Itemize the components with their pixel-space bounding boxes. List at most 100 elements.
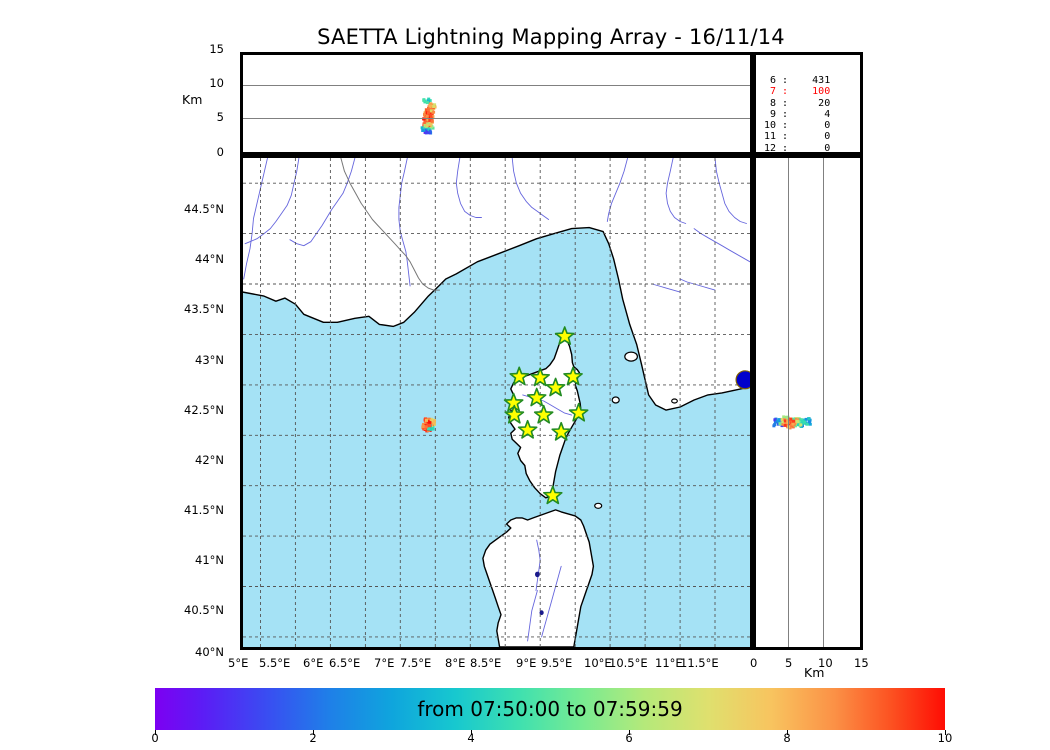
station-marker bbox=[568, 402, 589, 422]
colorbar-tick bbox=[471, 730, 472, 735]
lightning-source-point bbox=[424, 418, 428, 422]
altitude-vs-latitude-panel bbox=[753, 155, 863, 650]
gridline-alt-10 bbox=[243, 85, 750, 86]
lightning-source-point bbox=[425, 130, 429, 134]
colorbar-tick bbox=[945, 730, 946, 735]
lon-tick-8-5: 8.5°E bbox=[470, 656, 502, 670]
gridline-km-10 bbox=[823, 158, 824, 647]
right-km-tick-10: 10 bbox=[818, 656, 833, 670]
lightning-source-point bbox=[430, 125, 434, 129]
lightning-source-point bbox=[431, 421, 436, 425]
reference-point-marker bbox=[735, 370, 750, 390]
lat-tick-43-5: 43.5°N bbox=[184, 302, 224, 316]
lon-tick-7: 7°E bbox=[374, 656, 395, 670]
station-marker bbox=[554, 326, 575, 345]
lightning-source-point bbox=[791, 419, 795, 423]
lat-tick-40-5: 40.5°N bbox=[184, 603, 224, 617]
lightning-source-point bbox=[431, 126, 435, 130]
station-count-row: 6 : 431 bbox=[764, 75, 831, 86]
lightning-source-point bbox=[799, 420, 803, 424]
alt-tick-15: 15 bbox=[209, 42, 224, 56]
colorbar-tick-label: 4 bbox=[467, 731, 475, 745]
lightning-source-point bbox=[430, 119, 434, 123]
right-km-axis-label: Km bbox=[804, 665, 825, 680]
lightning-source-point bbox=[773, 420, 777, 423]
alt-tick-10: 10 bbox=[209, 76, 224, 90]
lightning-source-point bbox=[427, 108, 431, 112]
lightning-source-point bbox=[781, 422, 785, 426]
lightning-source-point bbox=[422, 422, 426, 427]
lightning-source-point bbox=[427, 128, 431, 131]
station-marker bbox=[530, 367, 550, 387]
station-count-table: 6 : 431 7 : 100 8 : 20 9 : 4 10 : 0 11 : 0… bbox=[764, 75, 831, 154]
altitude-axis-label: Km bbox=[182, 92, 203, 107]
lightning-source-point bbox=[428, 129, 432, 133]
lightning-source-point bbox=[428, 122, 432, 126]
lightning-source-point bbox=[792, 417, 796, 421]
lightning-source-point bbox=[426, 419, 430, 423]
lightning-source-point bbox=[432, 419, 436, 423]
lat-tick-44-5: 44.5°N bbox=[184, 202, 224, 216]
lightning-source-point bbox=[429, 109, 433, 113]
station-count-row: 7 : 100 bbox=[764, 86, 831, 98]
lightning-source-point bbox=[794, 422, 798, 426]
station-marker bbox=[504, 404, 525, 424]
lightning-source-point bbox=[805, 422, 809, 426]
lightning-source-point bbox=[425, 124, 429, 127]
lightning-source-point bbox=[797, 423, 800, 427]
page-title: SAETTA Lightning Mapping Array - 16/11/1… bbox=[317, 25, 785, 49]
lat-tick-40: 40°N bbox=[195, 645, 224, 659]
lightning-source-point bbox=[781, 420, 785, 424]
lightning-source-point bbox=[420, 126, 424, 130]
lightning-source-point bbox=[779, 417, 783, 421]
lightning-source-point bbox=[429, 102, 433, 106]
lightning-source-point bbox=[428, 421, 432, 425]
lightning-source-point bbox=[783, 423, 787, 427]
lightning-source-point bbox=[422, 424, 426, 428]
right-km-tick-0: 0 bbox=[750, 656, 758, 670]
station-count-row: 12 : 0 bbox=[764, 142, 831, 154]
colorbar-tick-label: 10 bbox=[937, 731, 953, 745]
station-marker bbox=[563, 366, 583, 386]
colorbar-tick-label: 2 bbox=[309, 731, 317, 745]
lightning-source-point bbox=[425, 108, 428, 112]
lightning-source-point bbox=[808, 422, 812, 426]
lightning-source-point bbox=[428, 118, 432, 122]
lon-tick-9: 9°E bbox=[516, 656, 537, 670]
lat-tick-41: 41°N bbox=[195, 553, 224, 567]
lightning-source-point bbox=[799, 423, 803, 427]
lightning-source-point bbox=[804, 417, 808, 421]
lon-tick-11: 11°E bbox=[655, 656, 683, 670]
lightning-source-point bbox=[426, 427, 431, 431]
lightning-source-point bbox=[791, 422, 795, 426]
lightning-source-point bbox=[421, 129, 425, 132]
colorbar-caption: from 07:50:00 to 07:59:59 bbox=[417, 697, 683, 721]
alt-tick-5: 5 bbox=[216, 110, 224, 124]
station-count-row: 10 : 0 bbox=[764, 120, 831, 132]
altitude-vs-longitude-panel bbox=[240, 52, 753, 155]
lon-tick-8: 8°E bbox=[445, 656, 466, 670]
lightning-source-point bbox=[422, 98, 426, 102]
colorbar-tick bbox=[787, 730, 788, 735]
lightning-source-point bbox=[786, 419, 790, 423]
colorbar[interactable]: from 07:50:00 to 07:59:59 bbox=[155, 688, 945, 730]
colorbar-tick bbox=[155, 730, 156, 735]
lightning-source-point bbox=[428, 104, 432, 108]
lightning-source-point bbox=[428, 125, 432, 129]
lon-tick-5: 5°E bbox=[228, 656, 249, 670]
lon-tick-9-5: 9.5°E bbox=[541, 656, 573, 670]
colorbar-tick-label: 0 bbox=[151, 731, 159, 745]
lon-tick-6: 6°E bbox=[303, 656, 324, 670]
lightning-source-point bbox=[428, 423, 432, 428]
lightning-source-point bbox=[782, 415, 786, 419]
lightning-source-point bbox=[426, 118, 430, 122]
lat-tick-43: 43°N bbox=[195, 353, 224, 367]
lightning-source-point bbox=[773, 418, 777, 422]
lightning-source-point bbox=[808, 420, 811, 424]
lat-tick-41-5: 41.5°N bbox=[184, 503, 224, 517]
lightning-source-point bbox=[803, 420, 807, 424]
lon-tick-6-5: 6.5°E bbox=[329, 656, 361, 670]
lon-tick-10-5: 10.5°E bbox=[609, 656, 648, 670]
lightning-source-point bbox=[772, 424, 776, 428]
colorbar-tick bbox=[313, 730, 314, 735]
